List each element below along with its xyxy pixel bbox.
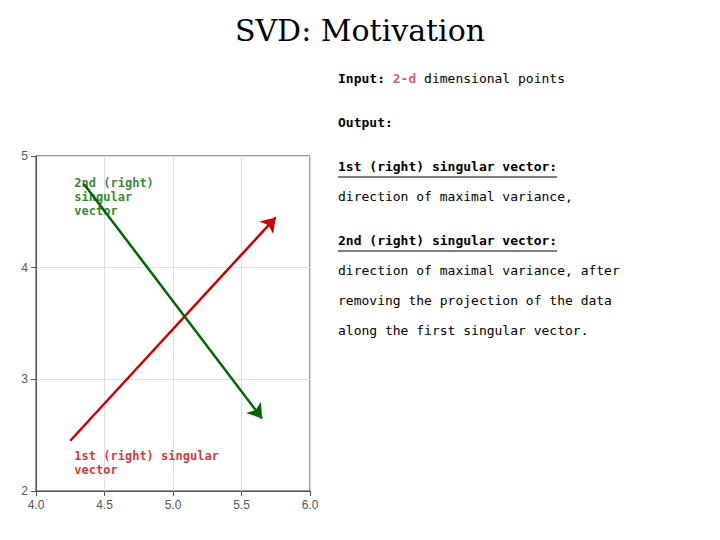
svg-text:3: 3 [21, 372, 28, 386]
svg-text:direction of maximal variance,: direction of maximal variance, [338, 189, 573, 204]
svg-text:2: 2 [21, 484, 28, 498]
svg-text:5: 5 [21, 149, 28, 163]
svg-text:SVD: Motivation: SVD: Motivation [235, 13, 485, 48]
svg-text:along the first singular vecto: along the first singular vector. [338, 323, 588, 338]
svg-text:6.0: 6.0 [302, 498, 319, 512]
svg-text:4.0: 4.0 [28, 498, 45, 512]
svg-text:direction of maximal variance,: direction of maximal variance, after [338, 263, 620, 278]
svg-text:2nd (right): 2nd (right) [74, 176, 153, 190]
svg-text:vector: vector [74, 204, 117, 218]
svg-text:4: 4 [21, 261, 28, 275]
svg-text:2-d: 2-d [393, 71, 416, 86]
svg-text:5.5: 5.5 [233, 498, 250, 512]
svg-text:Output:: Output: [338, 115, 393, 130]
svg-text:removing the projection of the: removing the projection of the data [338, 293, 612, 308]
svg-text:2nd (right) singular vector:: 2nd (right) singular vector: [338, 233, 557, 248]
svg-text:5.0: 5.0 [165, 498, 182, 512]
svg-text:Input:: Input: [338, 71, 393, 86]
svg-text:singular: singular [74, 190, 132, 204]
svg-text:1st (right) singular: 1st (right) singular [74, 449, 219, 463]
svg-text:vector: vector [74, 463, 117, 477]
svg-text:4.5: 4.5 [96, 498, 113, 512]
svg-text:dimensional points: dimensional points [416, 71, 565, 86]
svg-text:1st (right) singular vector:: 1st (right) singular vector: [338, 159, 557, 174]
